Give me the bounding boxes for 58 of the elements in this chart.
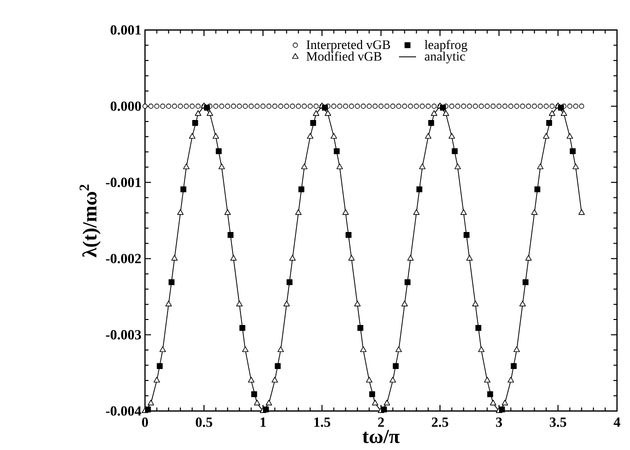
point (570, 148, 576, 154)
point (404, 279, 410, 286)
y-axis-title: λ(t)/mω$^{2}$ (80, 184, 101, 258)
y-tick-label: -0.002 (106, 254, 141, 264)
y-tick-label: -0.004 (106, 406, 142, 416)
point (346, 232, 352, 238)
point (286, 279, 292, 286)
point (168, 279, 174, 286)
point (180, 186, 186, 192)
y-tick-label: -0.001 (106, 178, 141, 188)
point (558, 104, 564, 111)
x-tick-label: 0 (142, 418, 148, 427)
point (499, 406, 505, 412)
point (228, 232, 234, 238)
point (204, 104, 210, 111)
point (216, 148, 222, 154)
point (534, 186, 540, 192)
point (392, 363, 399, 369)
x-tick-label: 2 (378, 418, 384, 427)
x-axis-title: tω/π (362, 430, 400, 444)
point (322, 104, 328, 111)
point (145, 406, 151, 412)
legend-label: leapfrog (424, 40, 468, 52)
point (440, 104, 446, 111)
point (487, 391, 494, 398)
point (510, 363, 517, 369)
point (369, 391, 376, 398)
y-tick-label: 0.000 (110, 101, 141, 111)
x-tick-label: 3.5 (550, 418, 566, 427)
point (428, 120, 434, 126)
point (334, 148, 340, 154)
point (546, 120, 552, 126)
point (381, 406, 387, 412)
point (452, 148, 458, 154)
x-tick-label: 1.5 (314, 417, 330, 427)
y-tick-label: -0.003 (106, 330, 142, 340)
point (522, 279, 528, 286)
point (475, 325, 482, 331)
point (239, 325, 246, 331)
x-tick-label: 0.5 (196, 418, 212, 427)
point (156, 363, 163, 369)
point (298, 186, 304, 192)
legend-label: Interpreted vGB (306, 40, 390, 52)
point (416, 186, 422, 192)
point (192, 120, 198, 126)
y-tick-label: 0.001 (110, 25, 141, 35)
point (310, 120, 316, 126)
point (464, 232, 470, 238)
legend-label: Modified vGB (306, 52, 382, 61)
legend-label: analytic (424, 52, 465, 64)
point (251, 391, 258, 398)
point (274, 363, 281, 369)
x-tick-label: 1 (260, 417, 266, 427)
point (357, 325, 364, 331)
point (263, 406, 269, 412)
x-tick-label: 4 (614, 418, 620, 427)
x-tick-label: 3 (496, 418, 502, 427)
x-tick-label: 2.5 (432, 418, 448, 427)
